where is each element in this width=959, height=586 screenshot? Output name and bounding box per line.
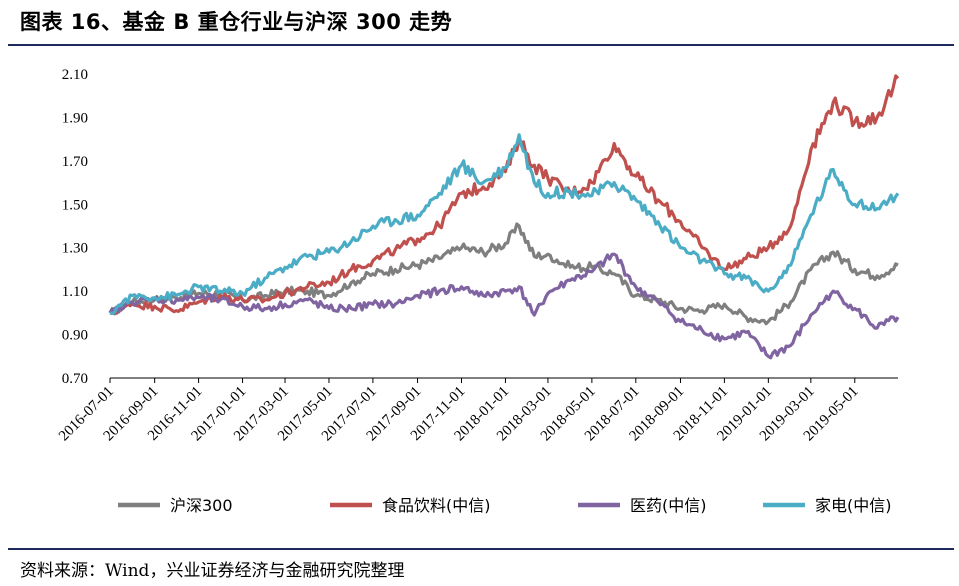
y-tick-label: 1.70: [62, 154, 88, 170]
y-tick-label: 1.90: [62, 110, 88, 126]
y-axis: 0.70 0.90 1.10 1.30 1.50 1.70 1.90 2.10: [62, 67, 88, 387]
y-tick-label: 1.30: [62, 241, 88, 257]
y-tick-label: 0.70: [62, 371, 88, 387]
legend-label: 沪深300: [170, 496, 233, 515]
y-tick-label: 1.10: [62, 284, 88, 300]
top-rule: [8, 44, 954, 46]
x-axis: 2016-07-012016-09-012016-11-012017-01-01…: [56, 377, 898, 444]
series-line-2: [108, 252, 900, 360]
legend-label: 家电(中信): [815, 496, 892, 515]
legend-label: 食品饮料(中信): [382, 496, 491, 515]
y-tick-label: 1.50: [62, 197, 88, 213]
source-note: 资料来源：Wind，兴业证券经济与金融研究院整理: [20, 561, 405, 581]
y-tick-label: 2.10: [62, 67, 88, 83]
legend-label: 医药(中信): [630, 496, 707, 515]
legend: 沪深300 食品饮料(中信) 医药(中信) 家电(中信): [118, 496, 892, 515]
y-tick-label: 0.90: [62, 328, 88, 344]
bottom-rule: [8, 548, 954, 550]
series-group: [108, 74, 900, 360]
series-line-3: [109, 133, 900, 315]
figure-title: 图表 16、基金 B 重仓行业与沪深 300 走势: [20, 10, 453, 34]
